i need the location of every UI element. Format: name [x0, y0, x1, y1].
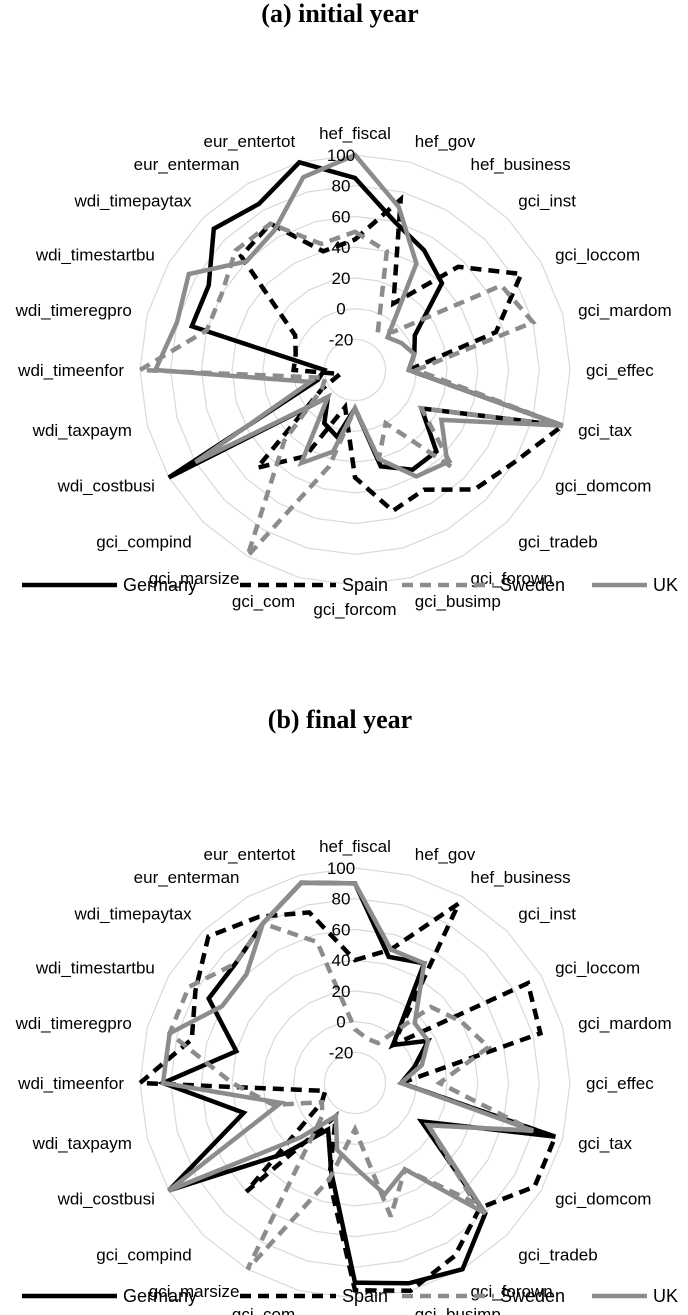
tick-label: 60: [332, 207, 351, 226]
series-line-spain-dashed: [134, 901, 559, 1293]
tick-label: 40: [332, 238, 351, 257]
radar-grid: [139, 154, 571, 586]
tick-label: 60: [332, 920, 351, 939]
category-label-hef-gov: hef_gov: [415, 132, 476, 151]
category-label-gci-domcom: gci_domcom: [555, 477, 651, 496]
category-label-gci-mardom: gci_mardom: [578, 301, 672, 320]
category-label-gci-tradeb: gci_tradeb: [518, 1245, 597, 1264]
series-line-uk: [160, 880, 534, 1216]
grid-ring: [231, 246, 479, 494]
legend-label-sweden: Sweden: [500, 575, 565, 595]
legend-label-spain: Spain: [342, 1286, 388, 1306]
tick-label: 100: [327, 146, 355, 165]
category-label-wdi-timepaytax: wdi_timepaytax: [74, 905, 193, 924]
radar-chart-initial-year: (a) initial year 100 80 60 40 20 0 -20 hef_fisca…: [15, 0, 678, 619]
category-label-gci-busimp: gci_busimp: [415, 592, 501, 611]
tick-label: 20: [332, 982, 351, 1001]
category-label-gci-busimp: gci_busimp: [415, 1305, 501, 1315]
series-line-spain-dashed: [238, 194, 568, 514]
category-label-gci-tradeb: gci_tradeb: [518, 532, 597, 551]
tick-label: 80: [332, 890, 351, 909]
category-label-wdi-timepaytax: wdi_timepaytax: [74, 192, 193, 211]
category-label-gci-domcom: gci_domcom: [555, 1190, 651, 1209]
grid-ring: [262, 990, 448, 1176]
legend: Germany Spain Sweden UK: [22, 575, 678, 595]
category-label-gci-effec: gci_effec: [586, 361, 654, 380]
category-label-wdi-timeenfor: wdi_timeenfor: [17, 361, 124, 380]
category-label-hef-business: hef_business: [471, 155, 571, 174]
grid-ring: [139, 154, 571, 586]
grid-ring: [323, 1051, 387, 1115]
tick-label: -20: [329, 1043, 354, 1062]
grid-ring: [292, 307, 418, 433]
legend: Germany Spain Sweden UK: [22, 1286, 678, 1306]
tick-label: 40: [332, 951, 351, 970]
grid-ring: [231, 959, 479, 1207]
grid-ring: [170, 185, 540, 555]
category-label-gci-compind: gci_compind: [96, 1245, 191, 1264]
category-label-gci-effec: gci_effec: [586, 1074, 654, 1093]
category-label-wdi-taxpaym: wdi_taxpaym: [32, 421, 132, 440]
series-line-uk: [152, 152, 564, 479]
category-label-wdi-timestartbu: wdi_timestartbu: [35, 246, 155, 265]
category-label-hef-fiscal: hef_fiscal: [319, 124, 391, 143]
category-label-gci-forown: gci_forown: [471, 569, 553, 588]
category-label-eur-entertot: eur_entertot: [204, 132, 296, 151]
category-label-wdi-costbusi: wdi_costbusi: [57, 1190, 155, 1209]
tick-label: 100: [327, 859, 355, 878]
grid-ring: [139, 867, 571, 1299]
chart-title: (a) initial year: [261, 0, 418, 28]
tick-label: 0: [336, 1013, 345, 1032]
category-label-wdi-timeregpro: wdi_timeregpro: [15, 301, 132, 320]
tick-label: -20: [329, 330, 354, 349]
category-label-wdi-taxpaym: wdi_taxpaym: [32, 1134, 132, 1153]
category-label-gci-forcom: gci_forcom: [313, 1313, 396, 1315]
category-label-gci-marsize: gci_marsize: [149, 1282, 240, 1301]
category-label-eur-entertot: eur_entertot: [204, 845, 296, 864]
category-label-gci-loccom: gci_loccom: [555, 246, 640, 265]
chart-title: (b) final year: [268, 705, 412, 734]
category-label-hef-gov: hef_gov: [415, 845, 476, 864]
series-line-germany: [156, 880, 557, 1286]
category-label-wdi-costbusi: wdi_costbusi: [57, 477, 155, 496]
tick-label: 20: [332, 269, 351, 288]
category-label-wdi-timestartbu: wdi_timestartbu: [35, 959, 155, 978]
category-label-wdi-timeenfor: wdi_timeenfor: [17, 1074, 124, 1093]
category-label-gci-tax: gci_tax: [578, 1134, 632, 1153]
legend-label-uk: UK: [653, 1286, 678, 1306]
legend-label-spain: Spain: [342, 575, 388, 595]
category-label-gci-compind: gci_compind: [96, 532, 191, 551]
category-label-gci-inst: gci_inst: [518, 192, 576, 211]
category-label-gci-forown: gci_forown: [471, 1282, 553, 1301]
tick-label: 80: [332, 177, 351, 196]
category-label-hef-fiscal: hef_fiscal: [319, 837, 391, 856]
grid-ring: [292, 1020, 418, 1146]
tick-label: 0: [336, 300, 345, 319]
legend-label-germany: Germany: [123, 1286, 197, 1306]
category-label-hef-business: hef_business: [471, 868, 571, 887]
category-label-gci-forcom: gci_forcom: [313, 600, 396, 619]
category-label-eur-enterman: eur_enterman: [134, 155, 240, 174]
radar-grid: [139, 867, 571, 1299]
grid-ring: [323, 338, 387, 402]
category-label-gci-marsize: gci_marsize: [149, 569, 240, 588]
category-label-gci-loccom: gci_loccom: [555, 959, 640, 978]
legend-label-germany: Germany: [123, 575, 197, 595]
category-label-gci-com: gci_com: [232, 592, 295, 611]
category-label-gci-inst: gci_inst: [518, 905, 576, 924]
category-label-gci-mardom: gci_mardom: [578, 1014, 672, 1033]
category-label-eur-enterman: eur_enterman: [134, 868, 240, 887]
legend-label-sweden: Sweden: [500, 1286, 565, 1306]
category-label-wdi-timeregpro: wdi_timeregpro: [15, 1014, 132, 1033]
category-label-gci-com: gci_com: [232, 1305, 295, 1315]
series-line-sweden-dashed: [138, 221, 564, 558]
category-label-gci-tax: gci_tax: [578, 421, 632, 440]
series-line-sweden-dashed: [166, 920, 535, 1271]
legend-label-uk: UK: [653, 575, 678, 595]
